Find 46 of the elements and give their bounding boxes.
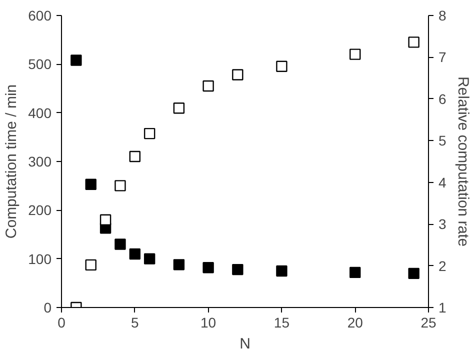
- point: [350, 48, 361, 60]
- x-tick-label: 10: [200, 314, 216, 330]
- point: [202, 262, 214, 274]
- point: [202, 80, 214, 92]
- y-axis-title: Computation time / min: [3, 84, 20, 239]
- x-tick-label: 5: [131, 314, 140, 330]
- y-tick-label: 300: [28, 154, 52, 170]
- y-tick-label: 0: [44, 300, 52, 316]
- point: [276, 60, 288, 72]
- point: [350, 266, 361, 278]
- y2-tick-label: 4: [438, 174, 446, 190]
- x-axis-title: N: [240, 336, 250, 352]
- point: [144, 128, 156, 140]
- y-tick-label: 100: [28, 250, 52, 267]
- y-tick-label: 200: [28, 202, 52, 218]
- y2-tick-label: 1: [438, 300, 446, 316]
- point: [129, 150, 140, 162]
- point: [85, 259, 96, 271]
- y2-tick-label: 8: [438, 8, 446, 24]
- point: [173, 102, 185, 114]
- y2-tick-label: 3: [438, 216, 446, 232]
- point: [114, 238, 126, 250]
- point: [276, 265, 288, 277]
- y2-tick-label: 5: [438, 132, 446, 149]
- point: [173, 259, 185, 270]
- y-tick-label: 600: [28, 8, 52, 24]
- y2-tick-label: 7: [438, 49, 446, 66]
- point: [129, 248, 140, 260]
- y2-tick-label: 2: [438, 258, 446, 274]
- y-tick-label: 500: [28, 56, 52, 72]
- y2-axis-title: Relative computation rate: [454, 76, 472, 247]
- point: [144, 253, 156, 264]
- point: [85, 178, 96, 190]
- point: [408, 268, 420, 280]
- x-tick-label: 25: [420, 314, 436, 330]
- point: [232, 264, 244, 276]
- y-tick-label: 400: [28, 104, 52, 121]
- x-tick-label: 15: [274, 314, 290, 330]
- point: [232, 69, 244, 80]
- point: [70, 54, 82, 66]
- point: [100, 214, 112, 226]
- y2-tick-label: 6: [438, 90, 446, 107]
- point: [114, 180, 126, 192]
- point: [408, 36, 420, 48]
- x-tick-label: 20: [347, 314, 364, 330]
- x-tick-label: 0: [58, 314, 66, 330]
